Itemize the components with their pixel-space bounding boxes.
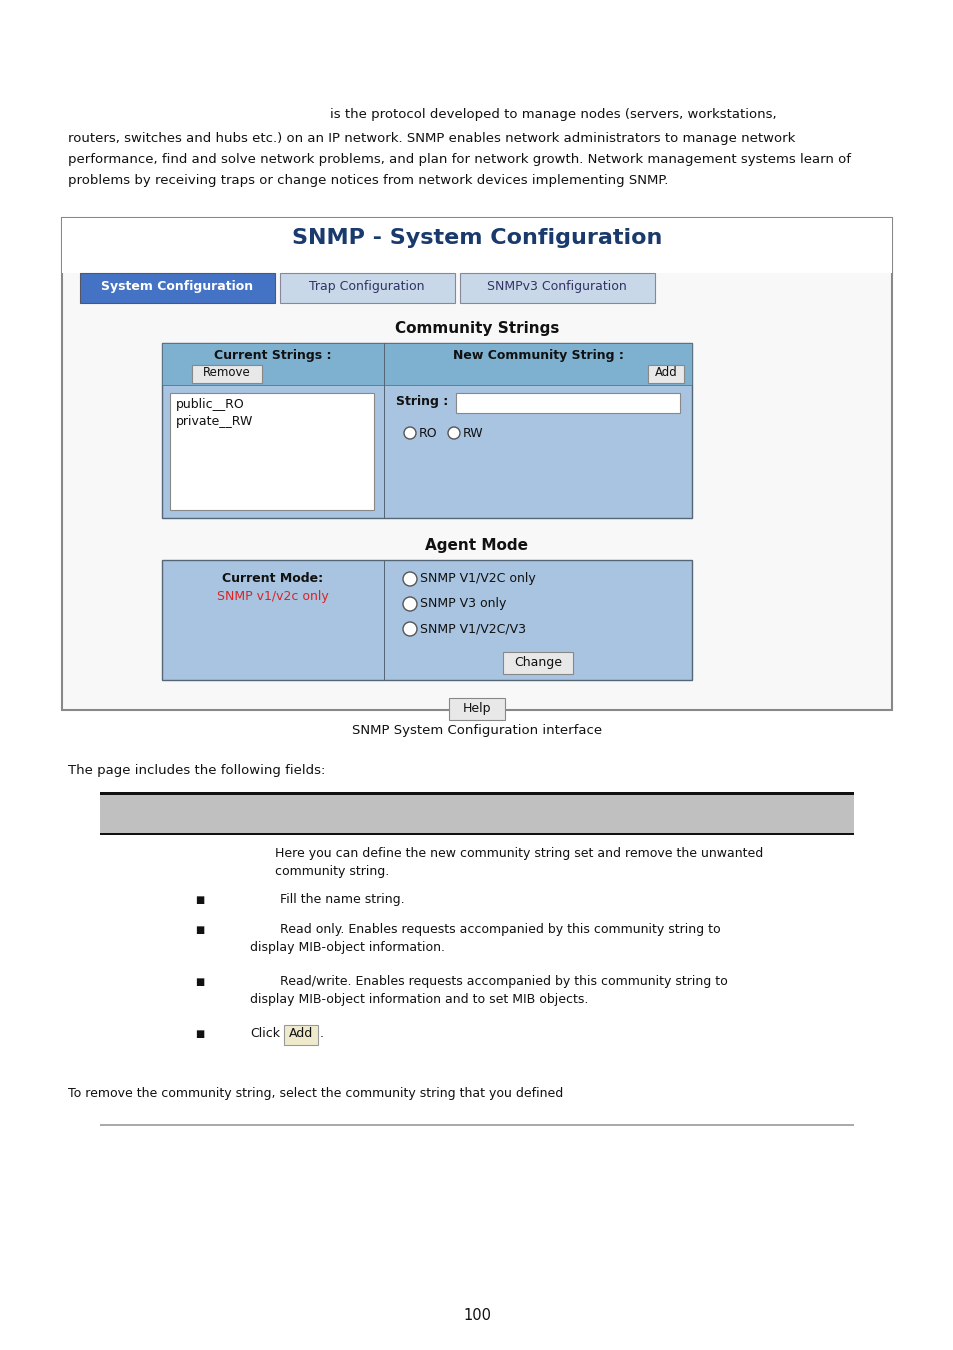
Text: .: . [319, 1027, 324, 1040]
Text: SNMP - System Configuration: SNMP - System Configuration [292, 228, 661, 248]
Bar [100, 795, 853, 833]
Bar [100, 833, 853, 836]
Bar [647, 364, 683, 383]
Text: ■: ■ [194, 925, 204, 936]
Text: display MIB-object information.: display MIB-object information. [250, 941, 444, 954]
Text: Add: Add [289, 1027, 313, 1040]
Text: Remove: Remove [203, 366, 251, 379]
Bar [456, 393, 679, 413]
Text: ■: ■ [194, 895, 204, 905]
Text: routers, switches and hubs etc.) on an IP network. SNMP enables network administ: routers, switches and hubs etc.) on an I… [68, 132, 795, 144]
Text: Current Strings :: Current Strings : [214, 350, 332, 362]
Bar [192, 364, 262, 383]
Circle shape [403, 427, 416, 439]
Text: 100: 100 [462, 1308, 491, 1323]
Text: Read/write. Enables requests accompanied by this community string to: Read/write. Enables requests accompanied… [280, 975, 727, 988]
Text: String :: String : [395, 396, 448, 408]
Bar [449, 698, 504, 720]
Text: problems by receiving traps or change notices from network devices implementing : problems by receiving traps or change no… [68, 174, 668, 188]
Text: The page includes the following fields:: The page includes the following fields: [68, 764, 325, 778]
Bar [100, 836, 853, 1125]
Bar [162, 560, 691, 680]
Bar [280, 273, 455, 302]
Text: Here you can define the new community string set and remove the unwanted: Here you can define the new community st… [274, 846, 762, 860]
Text: Current Mode:: Current Mode: [222, 572, 323, 585]
Bar [384, 560, 385, 680]
Bar [502, 652, 573, 674]
Text: Agent Mode: Agent Mode [425, 539, 528, 553]
Text: Read only. Enables requests accompanied by this community string to: Read only. Enables requests accompanied … [280, 923, 720, 936]
Text: RO: RO [418, 427, 437, 440]
Bar [170, 393, 374, 510]
Text: SNMP System Configuration interface: SNMP System Configuration interface [352, 724, 601, 737]
Text: New Community String :: New Community String : [452, 350, 622, 362]
Text: ■: ■ [194, 977, 204, 987]
Bar [284, 1025, 317, 1045]
Bar [459, 273, 655, 302]
Text: is the protocol developed to manage nodes (servers, workstations,: is the protocol developed to manage node… [330, 108, 776, 122]
Text: public__RO: public__RO [175, 398, 245, 410]
Text: To remove the community string, select the community string that you defined: To remove the community string, select t… [68, 1087, 562, 1100]
Circle shape [402, 572, 416, 586]
Text: SNMP V3 only: SNMP V3 only [419, 597, 506, 610]
Text: display MIB-object information and to set MIB objects.: display MIB-object information and to se… [250, 994, 588, 1006]
Bar [100, 792, 853, 795]
Bar [100, 1125, 853, 1126]
Bar [162, 343, 691, 518]
Text: Trap Configuration: Trap Configuration [309, 279, 424, 293]
Text: SNMPv3 Configuration: SNMPv3 Configuration [487, 279, 626, 293]
Bar [384, 343, 385, 518]
Bar [62, 217, 891, 273]
Text: Fill the name string.: Fill the name string. [280, 892, 404, 906]
Text: Help: Help [462, 702, 491, 716]
Text: Community Strings: Community Strings [395, 321, 558, 336]
Text: ■: ■ [194, 1029, 204, 1040]
Bar [62, 217, 891, 710]
Text: performance, find and solve network problems, and plan for network growth. Netwo: performance, find and solve network prob… [68, 153, 850, 166]
Text: System Configuration: System Configuration [101, 279, 253, 293]
Text: private__RW: private__RW [175, 414, 253, 428]
Text: SNMP V1/V2C/V3: SNMP V1/V2C/V3 [419, 622, 525, 634]
Bar [162, 343, 691, 385]
Circle shape [402, 597, 416, 612]
Circle shape [402, 622, 416, 636]
Text: Add: Add [654, 366, 677, 379]
Text: community string.: community string. [274, 865, 389, 878]
Text: SNMP V1/V2C only: SNMP V1/V2C only [419, 572, 536, 585]
Text: RW: RW [462, 427, 483, 440]
Text: Change: Change [514, 656, 561, 670]
Circle shape [448, 427, 459, 439]
Text: Click: Click [250, 1027, 280, 1040]
Text: SNMP v1/v2c only: SNMP v1/v2c only [217, 590, 329, 603]
Bar [80, 273, 274, 302]
